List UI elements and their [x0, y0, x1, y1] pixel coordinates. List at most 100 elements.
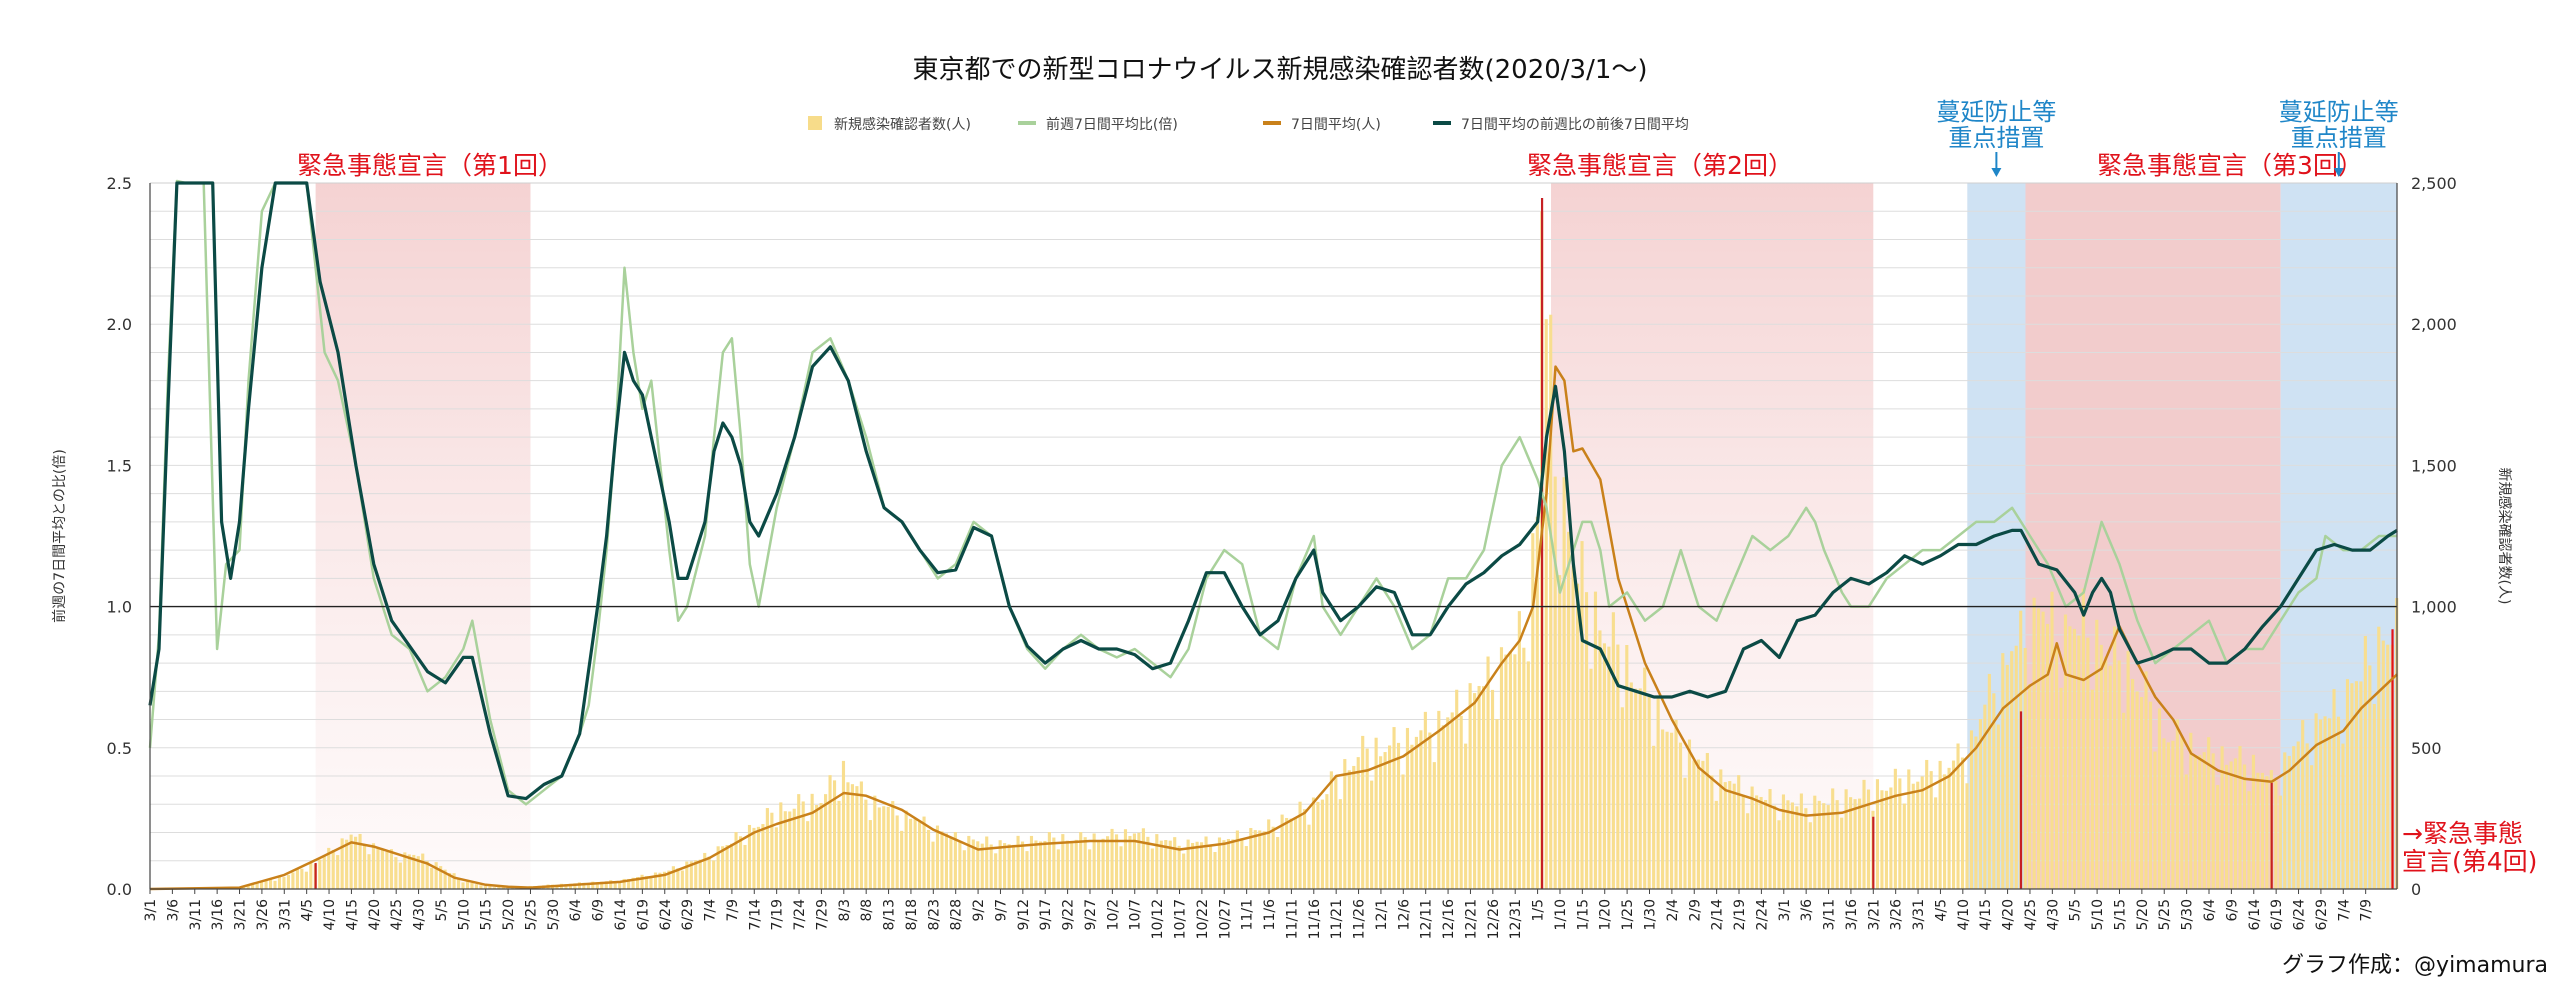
daily-bar — [1079, 832, 1083, 889]
priority-label: 重点措置 — [1948, 124, 2044, 152]
daily-bar — [2207, 737, 2211, 889]
daily-bar — [1589, 668, 1593, 889]
daily-bar — [671, 866, 675, 889]
x-tick-label: 2/4 — [1665, 899, 1681, 922]
daily-bar — [1338, 799, 1342, 889]
daily-bar — [810, 793, 814, 889]
daily-bar — [613, 881, 617, 889]
daily-bar — [2332, 689, 2336, 889]
daily-bar — [1164, 839, 1168, 889]
daily-bar — [439, 866, 443, 889]
daily-bar — [291, 872, 295, 889]
daily-bar — [1464, 743, 1468, 889]
daily-bar — [1916, 781, 1920, 889]
daily-bar — [376, 848, 380, 889]
daily-bar — [264, 879, 268, 889]
daily-bar — [1562, 477, 1566, 889]
daily-bar — [282, 877, 286, 889]
daily-bar — [1047, 832, 1051, 889]
daily-bar — [1405, 727, 1410, 889]
daily-bar — [354, 836, 358, 889]
daily-bar — [2381, 640, 2385, 889]
daily-bar — [2090, 689, 2094, 889]
daily-bar — [1119, 846, 1123, 889]
daily-bar — [1423, 711, 1427, 889]
daily-bar — [2323, 716, 2327, 889]
daily-bar — [976, 841, 980, 889]
daily-bar — [1602, 643, 1606, 889]
daily-bar — [636, 876, 640, 889]
daily-bar — [1911, 783, 1915, 889]
series-lines — [148, 179, 2398, 891]
daily-bar — [1365, 748, 1369, 889]
daily-bar — [1893, 768, 1897, 889]
daily-bar — [1490, 689, 1495, 889]
daily-bar — [2072, 628, 2076, 889]
daily-bar — [944, 833, 948, 889]
daily-bar — [1719, 769, 1723, 889]
daily-bar — [1862, 779, 1866, 889]
daily-bar — [1889, 787, 1893, 889]
daily-bar — [1455, 689, 1459, 889]
daily-bar — [1101, 838, 1105, 889]
daily-bar — [2113, 626, 2117, 889]
daily-bar — [1786, 800, 1790, 889]
daily-bar — [1983, 704, 1987, 889]
x-tick-label: 6/24 — [658, 899, 674, 931]
daily-bar — [1826, 805, 1830, 889]
left-tick-label: 2.0 — [107, 315, 132, 334]
daily-bar — [694, 860, 698, 889]
event-lines — [314, 197, 2394, 889]
x-tick-label: 8/23 — [926, 899, 942, 930]
daily-bar — [752, 827, 756, 889]
daily-bar — [2327, 718, 2332, 889]
daily-bar — [2108, 665, 2112, 889]
daily-bar — [2202, 752, 2206, 889]
daily-bar — [2233, 758, 2238, 889]
daily-bar — [2341, 743, 2345, 889]
x-tick-label: 4/15 — [344, 899, 360, 930]
daily-bar — [1208, 844, 1213, 889]
daily-bar — [1298, 801, 1302, 889]
daily-bar — [1083, 837, 1087, 889]
x-tick-label: 6/4 — [568, 899, 584, 922]
daily-bar — [1029, 835, 1034, 889]
emergency-label: 緊急事態宣言（第2回） — [1527, 151, 1793, 180]
daily-bar — [1007, 844, 1011, 889]
daily-bar — [2010, 651, 2014, 889]
daily-bar — [2198, 755, 2202, 889]
axes: 0.0 0.5 1.0 1.5 2.0 2.5 0 500 1,000 1,500 2,000 2,5… — [51, 174, 2513, 899]
daily-bar — [1866, 789, 1871, 889]
daily-bar — [2283, 752, 2287, 889]
daily-bar — [2086, 637, 2090, 889]
daily-bar — [1822, 803, 1826, 889]
daily-bar — [721, 846, 725, 889]
daily-bar — [1669, 732, 1674, 889]
daily-bar — [2144, 671, 2148, 889]
daily-bar — [949, 837, 953, 889]
daily-bar — [1992, 693, 1996, 889]
daily-bar — [1374, 737, 1378, 889]
x-tick-label: 12/6 — [1396, 899, 1412, 931]
daily-bar — [1258, 830, 1262, 889]
daily-bar — [286, 874, 291, 889]
period-band — [2025, 183, 2281, 889]
daily-bar — [1177, 845, 1181, 889]
daily-bar — [2063, 614, 2068, 889]
daily-bar — [1356, 757, 1360, 889]
daily-bar — [371, 843, 376, 889]
daily-bar — [425, 861, 429, 889]
daily-bar — [474, 884, 479, 889]
credit-text: グラフ作成：@yimamura — [2282, 953, 2548, 978]
daily-bar — [1575, 583, 1580, 889]
daily-bar — [609, 880, 613, 889]
x-tick-label: 3/11 — [188, 899, 204, 930]
x-tick-label: 8/28 — [949, 899, 965, 930]
daily-bar — [345, 839, 349, 889]
x-tick-label: 9/27 — [1083, 899, 1099, 930]
daily-bar — [1831, 788, 1835, 889]
daily-bar — [1907, 769, 1911, 889]
right-tick-label: 2,500 — [2411, 174, 2457, 193]
daily-bar — [971, 839, 975, 889]
daily-bar — [1128, 835, 1132, 889]
